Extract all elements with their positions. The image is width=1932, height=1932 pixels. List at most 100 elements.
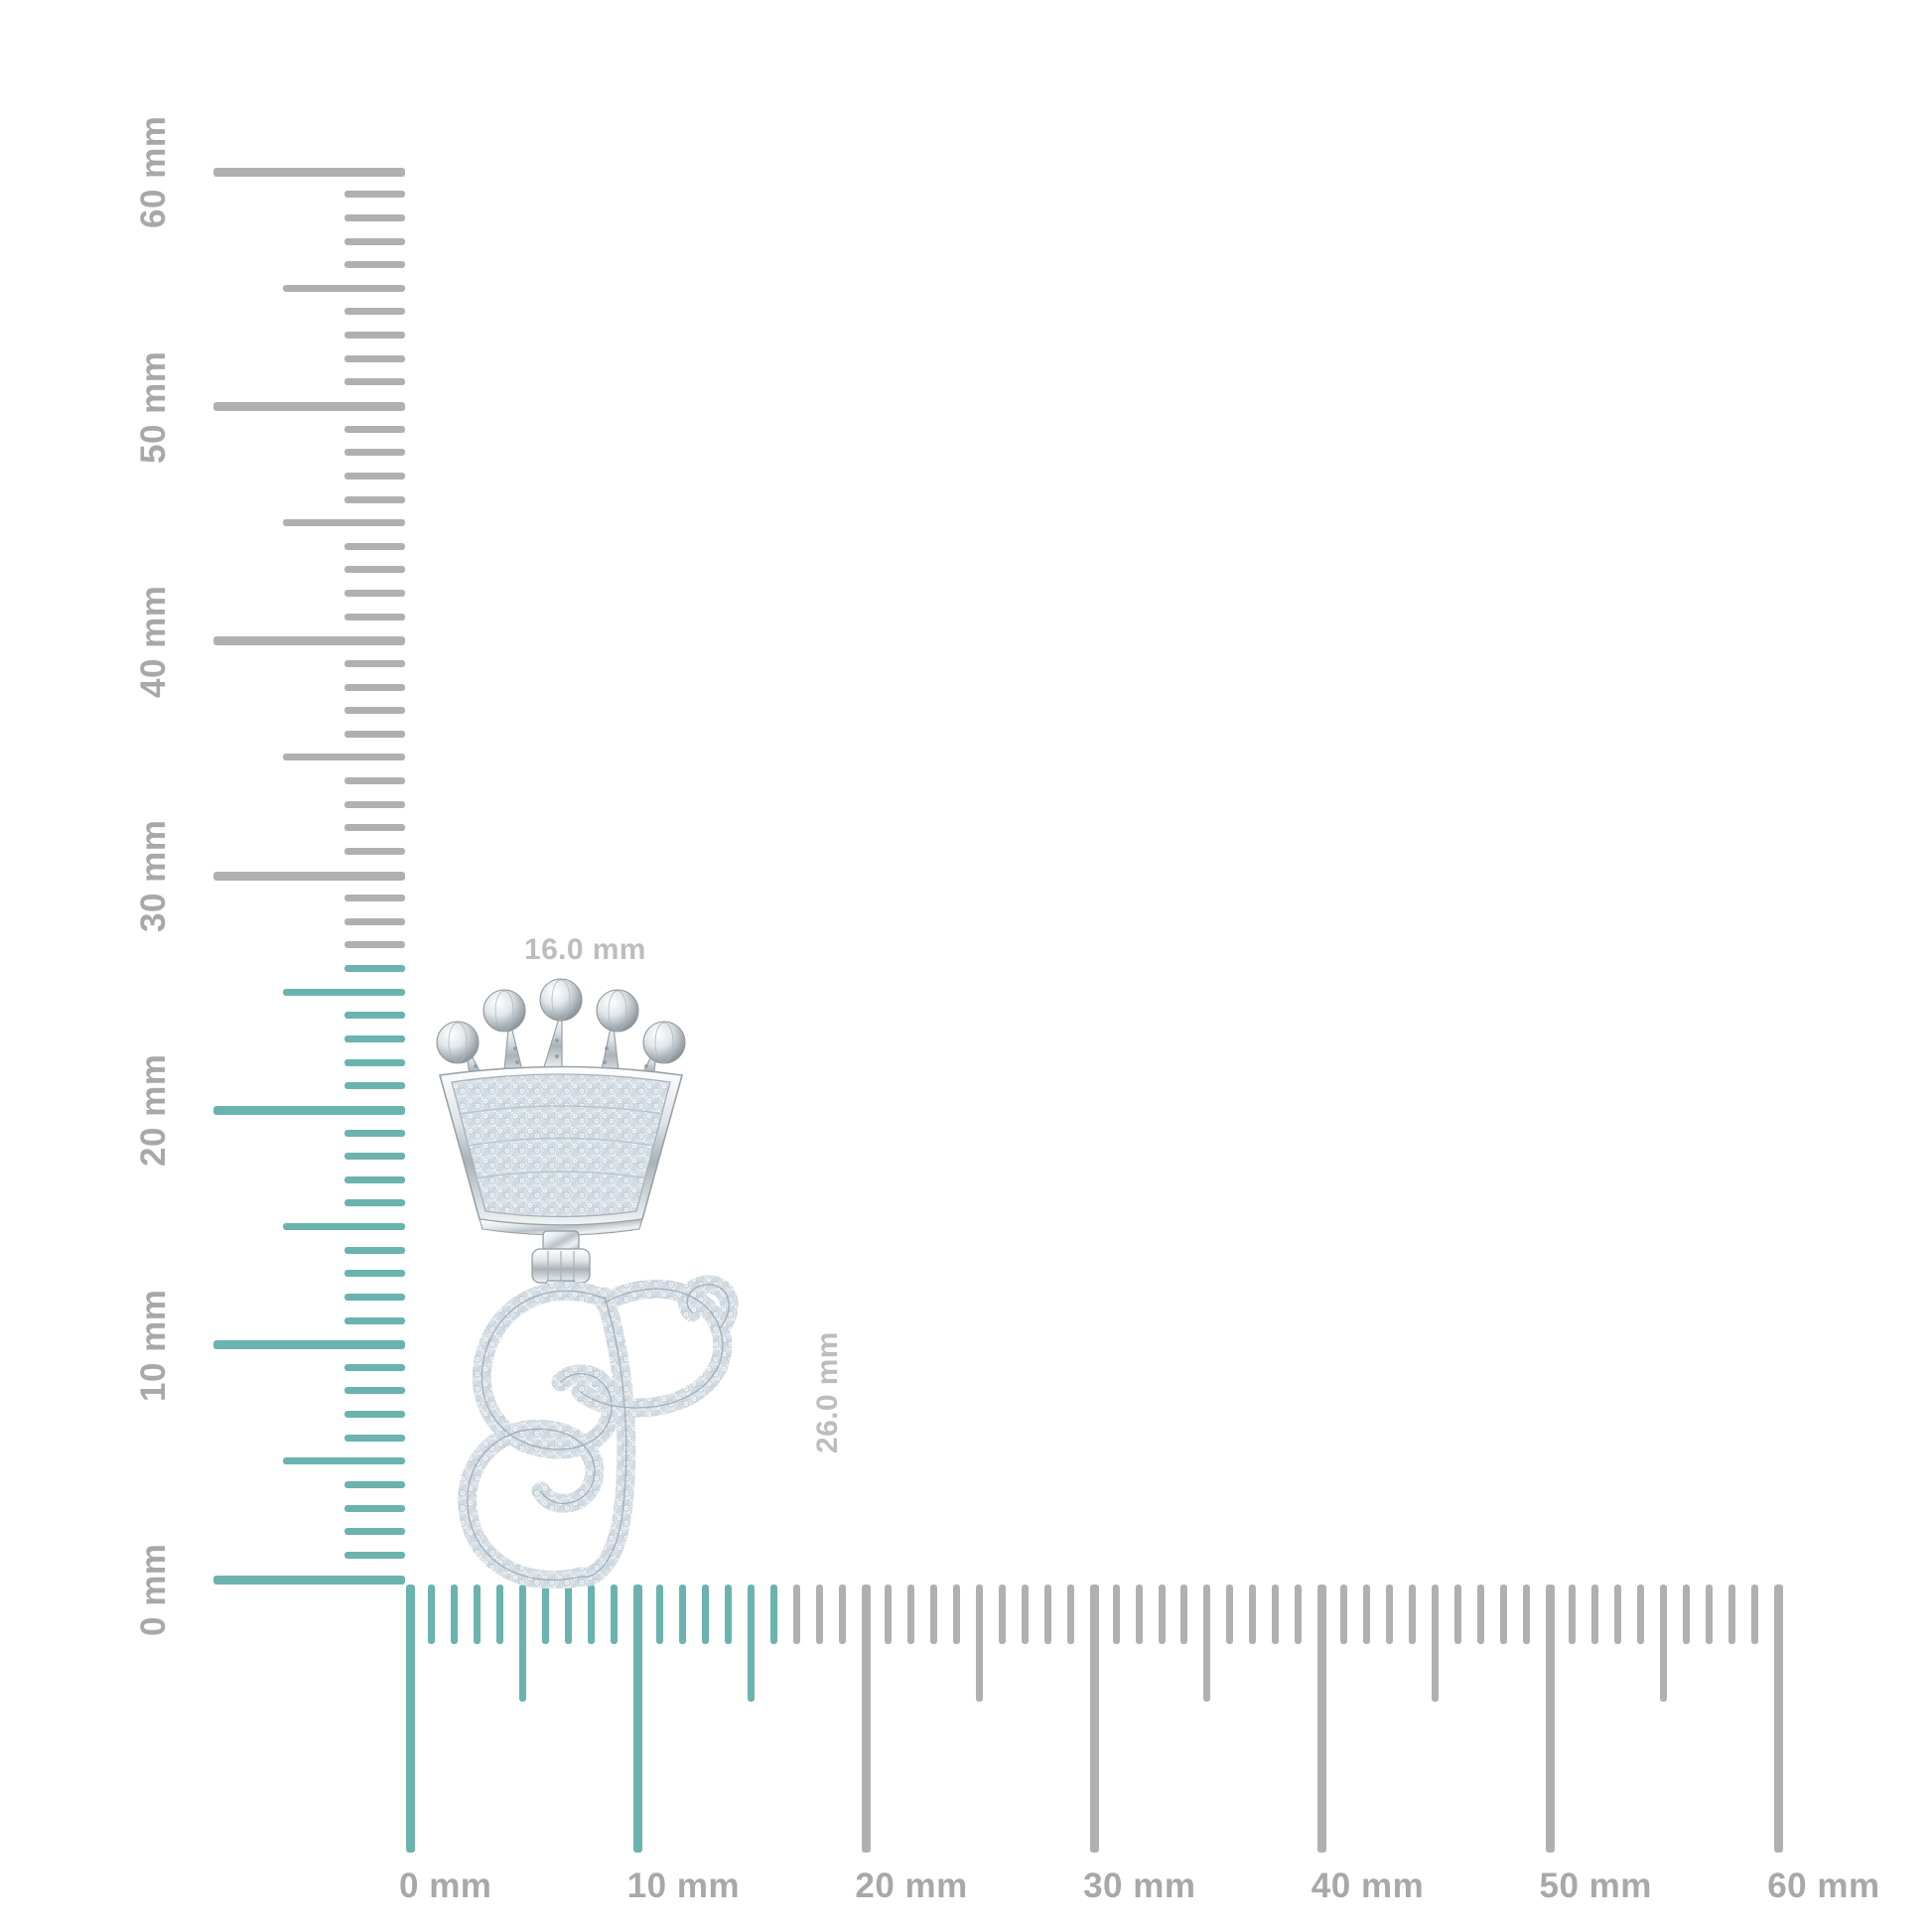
vertical-tick-41mm [345,613,405,621]
pendant-illustration [436,978,739,1588]
vertical-ruler-label-60mm: 60 mm [134,115,173,229]
vertical-tick-52mm [345,354,405,362]
vertical-tick-21mm [345,1082,405,1090]
horizontal-tick-58mm [1727,1585,1735,1644]
horizontal-tick-18mm [815,1585,823,1644]
initial-letter-outline [467,1284,730,1582]
horizontal-tick-45mm [1432,1585,1440,1702]
horizontal-tick-10mm [633,1585,643,1853]
horizontal-tick-11mm [656,1585,664,1644]
vertical-tick-8mm [345,1387,405,1395]
horizontal-tick-21mm [884,1585,892,1644]
vertical-tick-14mm [345,1246,405,1254]
horizontal-tick-43mm [1386,1585,1394,1644]
vertical-tick-11mm [345,1316,405,1324]
vertical-tick-12mm [345,1293,405,1301]
horizontal-tick-20mm [861,1585,871,1853]
vertical-tick-50mm [213,402,405,411]
vertical-tick-27mm [345,941,405,949]
vertical-tick-16mm [345,1199,405,1207]
horizontal-ruler-label-20mm: 20 mm [855,1866,968,1905]
vertical-tick-49mm [345,425,405,433]
vertical-tick-18mm [345,1153,405,1161]
horizontal-tick-14mm [725,1585,733,1644]
vertical-tick-53mm [345,332,405,340]
vertical-tick-42mm [345,590,405,598]
horizontal-tick-42mm [1363,1585,1371,1644]
horizontal-tick-35mm [1203,1585,1211,1702]
horizontal-tick-39mm [1295,1585,1303,1644]
vertical-ruler-label-20mm: 20 mm [134,1053,173,1168]
vertical-tick-45mm [283,519,405,527]
vertical-tick-55mm [283,284,405,292]
vertical-tick-23mm [345,1035,405,1042]
vertical-tick-7mm [345,1411,405,1419]
vertical-ruler-label-40mm: 40 mm [134,585,173,698]
horizontal-tick-26mm [998,1585,1006,1644]
vertical-tick-5mm [283,1457,405,1465]
vertical-tick-0mm [213,1575,405,1585]
vertical-tick-24mm [345,1012,405,1020]
crown-graphic [436,978,686,1236]
vertical-tick-26mm [345,965,405,973]
horizontal-tick-19mm [838,1585,846,1644]
horizontal-ruler-label-50mm: 50 mm [1539,1866,1652,1905]
vertical-tick-38mm [345,683,405,691]
vertical-tick-29mm [345,895,405,902]
horizontal-tick-25mm [975,1585,983,1702]
vertical-tick-1mm [345,1551,405,1559]
horizontal-tick-55mm [1659,1585,1667,1702]
vertical-tick-47mm [345,472,405,480]
horizontal-tick-13mm [702,1585,710,1644]
horizontal-tick-48mm [1500,1585,1508,1644]
vertical-tick-32mm [345,824,405,832]
vertical-ruler-label-0mm: 0 mm [134,1543,173,1636]
vertical-tick-60mm [213,167,405,177]
horizontal-tick-60mm [1773,1585,1783,1853]
horizontal-tick-15mm [748,1585,756,1702]
horizontal-tick-40mm [1317,1585,1327,1853]
vertical-ruler-label-30mm: 30 mm [134,819,173,933]
horizontal-tick-12mm [679,1585,687,1644]
vertical-tick-30mm [213,871,405,881]
vertical-ruler-label-50mm: 50 mm [134,350,173,464]
horizontal-tick-41mm [1340,1585,1348,1644]
horizontal-tick-23mm [929,1585,937,1644]
horizontal-ruler-label-30mm: 30 mm [1083,1866,1196,1905]
horizontal-tick-56mm [1682,1585,1690,1644]
horizontal-tick-53mm [1613,1585,1621,1644]
vertical-tick-33mm [345,800,405,808]
vertical-tick-56mm [345,261,405,269]
horizontal-tick-31mm [1112,1585,1120,1644]
vertical-tick-46mm [345,495,405,503]
horizontal-tick-57mm [1705,1585,1713,1644]
vertical-tick-22mm [345,1058,405,1066]
horizontal-tick-1mm [428,1585,436,1644]
horizontal-ruler-label-10mm: 10 mm [626,1866,741,1905]
horizontal-tick-44mm [1409,1585,1417,1644]
horizontal-tick-0mm [405,1585,415,1853]
horizontal-tick-4mm [496,1585,504,1644]
horizontal-tick-38mm [1272,1585,1280,1644]
vertical-tick-25mm [283,988,405,996]
vertical-tick-44mm [345,542,405,550]
vertical-tick-9mm [345,1363,405,1371]
vertical-tick-51mm [345,378,405,386]
horizontal-tick-28mm [1043,1585,1051,1644]
vertical-tick-54mm [345,308,405,316]
vertical-tick-48mm [345,449,405,457]
vertical-ruler-label-10mm: 10 mm [134,1289,173,1402]
horizontal-tick-8mm [588,1585,596,1644]
horizontal-tick-30mm [1089,1585,1099,1853]
vertical-tick-13mm [345,1270,405,1278]
vertical-tick-36mm [345,730,405,738]
vertical-tick-43mm [345,566,405,574]
vertical-tick-34mm [345,777,405,785]
vertical-tick-17mm [345,1175,405,1183]
horizontal-tick-37mm [1249,1585,1257,1644]
vertical-tick-58mm [345,213,405,221]
horizontal-ruler-label-40mm: 40 mm [1311,1866,1425,1905]
width-dimension-label: 16.0 mm [524,933,646,966]
product-image [392,933,809,1588]
horizontal-tick-32mm [1135,1585,1143,1644]
